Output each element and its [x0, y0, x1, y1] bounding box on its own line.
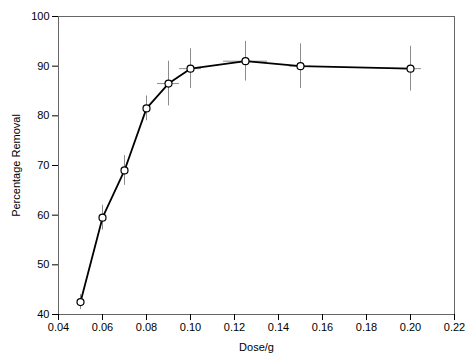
svg-text:0.18: 0.18 [356, 321, 377, 333]
svg-text:0.08: 0.08 [136, 321, 157, 333]
svg-text:80: 80 [37, 109, 49, 121]
svg-text:0.20: 0.20 [400, 321, 421, 333]
svg-text:0.06: 0.06 [92, 321, 113, 333]
svg-text:Percentage Removal: Percentage Removal [10, 114, 22, 217]
svg-text:0.12: 0.12 [224, 321, 245, 333]
svg-text:0.14: 0.14 [268, 321, 289, 333]
svg-text:0.04: 0.04 [48, 321, 69, 333]
svg-text:Dose/g: Dose/g [239, 341, 274, 353]
svg-text:60: 60 [37, 209, 49, 221]
svg-text:50: 50 [37, 258, 49, 270]
svg-text:70: 70 [37, 159, 49, 171]
svg-text:0.22: 0.22 [444, 321, 465, 333]
svg-text:40: 40 [37, 308, 49, 320]
svg-text:90: 90 [37, 60, 49, 72]
svg-text:100: 100 [31, 10, 49, 22]
svg-text:0.16: 0.16 [312, 321, 333, 333]
svg-text:0.10: 0.10 [180, 321, 201, 333]
